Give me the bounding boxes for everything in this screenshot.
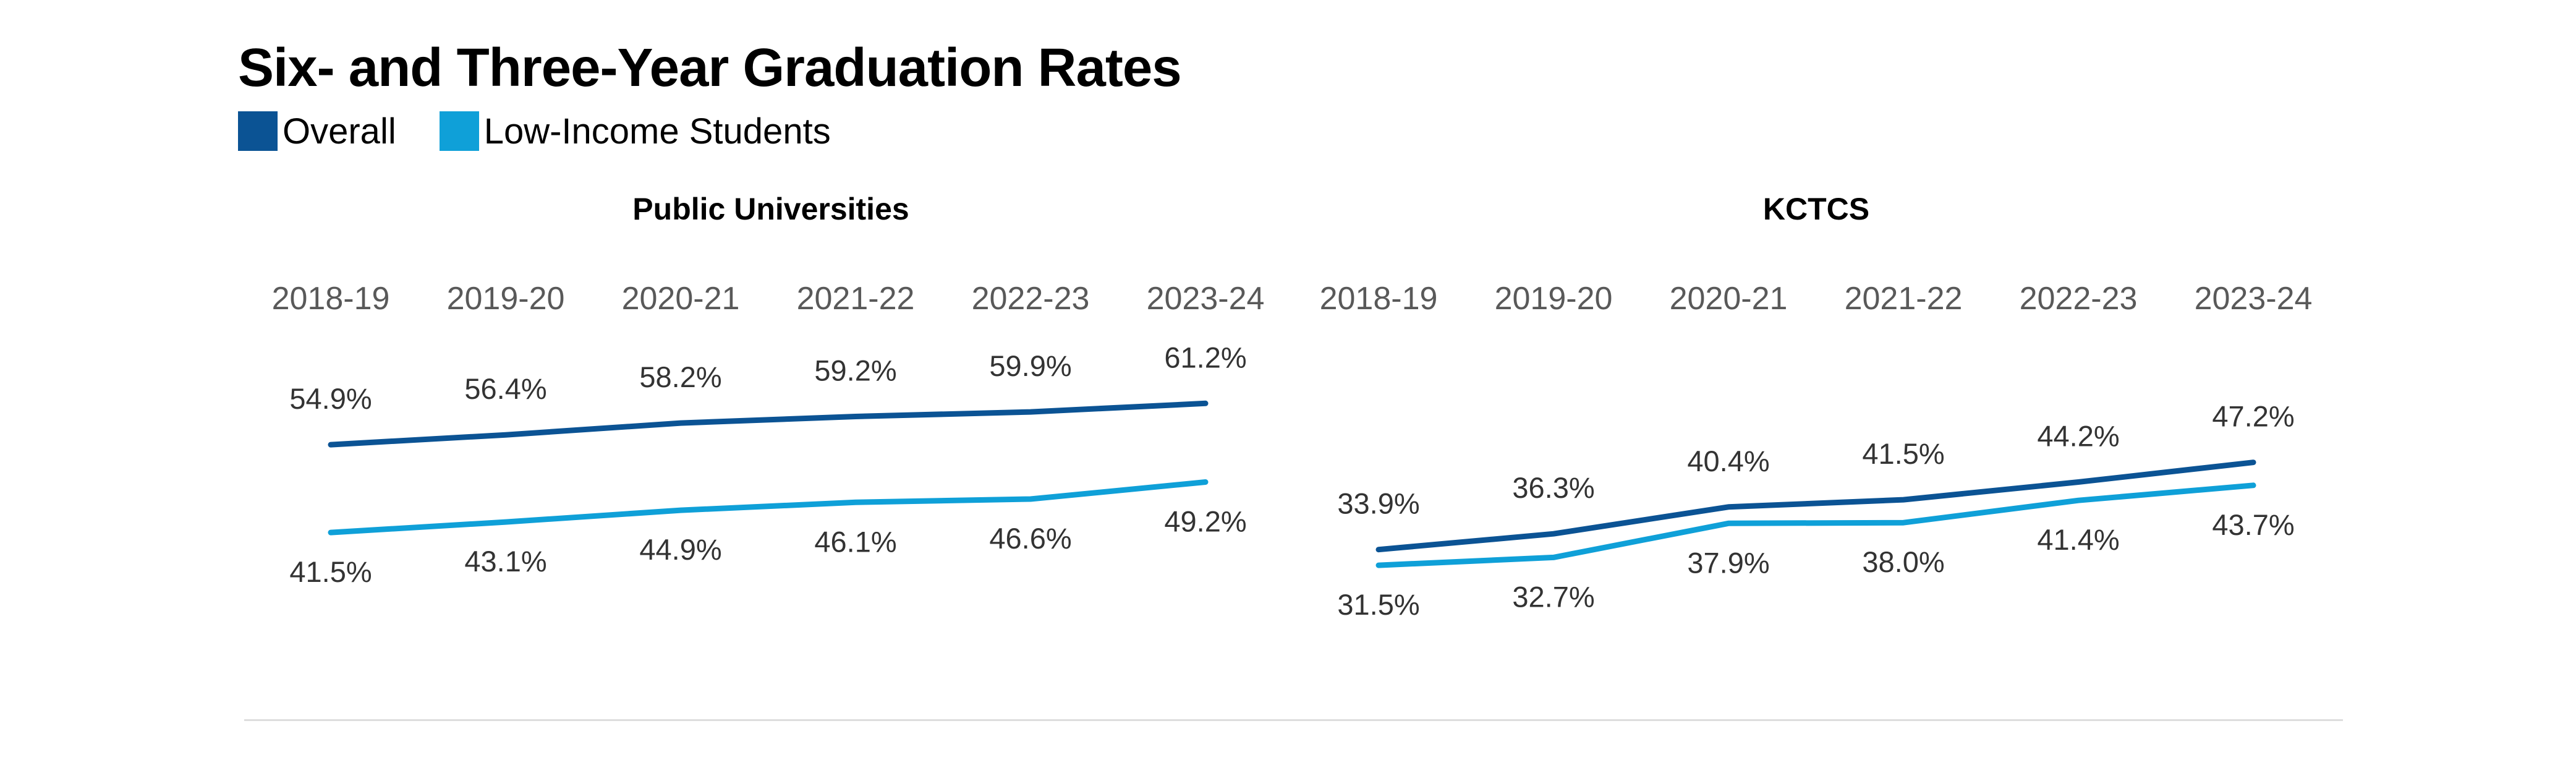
public-universities-overall-label-2021-22: 59.2%: [814, 354, 896, 386]
chart-title: Six- and Three-Year Graduation Rates: [238, 38, 1182, 98]
kctcs-overall-label-2019-20: 36.3%: [1512, 471, 1594, 504]
kctcs-x-tick-2022-23: 2022-23: [2020, 281, 2138, 317]
legend-item-overall: Overall: [238, 111, 396, 152]
public-universities-overall-label-2019-20: 56.4%: [464, 372, 546, 405]
public-universities-overall-label-2022-23: 59.9%: [989, 349, 1071, 382]
legend: Overall Low-Income Students: [238, 111, 874, 152]
kctcs-overall-line: [1375, 459, 2256, 553]
public-universities-x-tick-2023-24: 2023-24: [1147, 281, 1265, 317]
public-universities-x-tick-2019-20: 2019-20: [447, 281, 565, 317]
public-universities-low-income-students-label-2022-23: 46.6%: [989, 522, 1071, 555]
kctcs-low-income-students-label-2019-20: 32.7%: [1512, 580, 1594, 613]
kctcs-overall-label-2023-24: 47.2%: [2212, 400, 2294, 433]
public-universities-low-income-students-line: [328, 479, 1209, 536]
legend-item-low-income: Low-Income Students: [439, 111, 831, 152]
kctcs-low-income-students-label-2022-23: 41.4%: [2037, 523, 2119, 556]
legend-label-overall: Overall: [283, 111, 396, 152]
kctcs-panel-title: KCTCS: [1763, 192, 1869, 226]
public-universities-x-tick-2022-23: 2022-23: [972, 281, 1090, 317]
public-universities-low-income-students-label-2021-22: 46.1%: [814, 525, 896, 558]
kctcs-low-income-students-label-2018-19: 31.5%: [1337, 588, 1419, 621]
public-universities-overall-label-2023-24: 61.2%: [1164, 341, 1246, 374]
public-universities-x-tick-2020-21: 2020-21: [622, 281, 740, 317]
kctcs-low-income-students-label-2021-22: 38.0%: [1862, 545, 1944, 578]
kctcs-x-tick-2023-24: 2023-24: [2195, 281, 2313, 317]
kctcs-overall-label-2021-22: 41.5%: [1862, 437, 1944, 470]
public-universities-panel-title: Public Universities: [632, 192, 909, 226]
kctcs-overall-label-2018-19: 33.9%: [1337, 487, 1419, 520]
public-universities-low-income-students-label-2020-21: 44.9%: [639, 533, 721, 566]
public-universities-low-income-students-label-2019-20: 43.1%: [464, 545, 546, 578]
legend-swatch-overall: [238, 111, 278, 151]
legend-swatch-low-income: [439, 111, 479, 151]
kctcs-x-tick-2018-19: 2018-19: [1320, 281, 1438, 317]
public-universities-low-income-students-label-2018-19: 41.5%: [289, 555, 372, 588]
kctcs-x-tick-2020-21: 2020-21: [1670, 281, 1788, 317]
kctcs-low-income-students-label-2020-21: 37.9%: [1687, 546, 1769, 579]
kctcs-overall-label-2022-23: 44.2%: [2037, 419, 2119, 452]
kctcs-low-income-students-label-2023-24: 43.7%: [2212, 508, 2294, 541]
public-universities-x-tick-2021-22: 2021-22: [797, 281, 915, 317]
kctcs-low-income-students-line: [1375, 482, 2256, 568]
public-universities-overall-label-2018-19: 54.9%: [289, 382, 372, 415]
kctcs-x-tick-2021-22: 2021-22: [1845, 281, 1963, 317]
bottom-divider: [244, 719, 2343, 721]
kctcs-overall-label-2020-21: 40.4%: [1687, 445, 1769, 477]
public-universities-x-tick-2018-19: 2018-19: [272, 281, 390, 317]
public-universities-low-income-students-label-2023-24: 49.2%: [1164, 505, 1246, 537]
public-universities-overall-label-2020-21: 58.2%: [639, 361, 721, 393]
public-universities-overall-line: [328, 400, 1209, 448]
legend-label-low-income: Low-Income Students: [483, 111, 831, 152]
kctcs-x-tick-2019-20: 2019-20: [1495, 281, 1613, 317]
